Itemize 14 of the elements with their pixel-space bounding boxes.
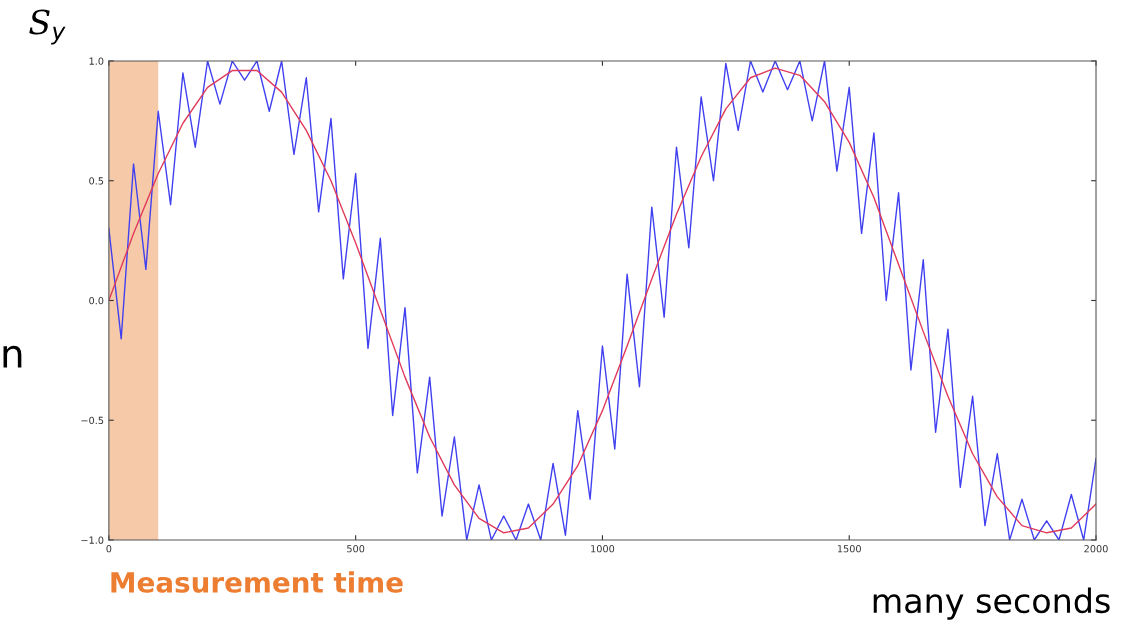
text: n <box>3 345 22 368</box>
x-tick-label: 1500 <box>837 545 861 553</box>
band-label: Measurement time <box>111 571 403 593</box>
x-tick-label: 1000 <box>591 545 615 553</box>
x-tick-label: 0 <box>106 545 112 553</box>
y-tick-label: 0.5 <box>89 177 104 185</box>
x-tick-label: 500 <box>347 545 365 553</box>
y-axis-title: S$_{y}$ <box>29 9 66 45</box>
x-axis-title: many seconds <box>873 587 1110 620</box>
y-tick-label: −0.5 <box>81 416 104 425</box>
y-tick-label: 1.0 <box>89 57 104 65</box>
y-tick-label: −1.0 <box>81 536 104 544</box>
y-tick-label: 0.0 <box>89 296 104 305</box>
x-tick-label: 2000 <box>1084 545 1108 553</box>
